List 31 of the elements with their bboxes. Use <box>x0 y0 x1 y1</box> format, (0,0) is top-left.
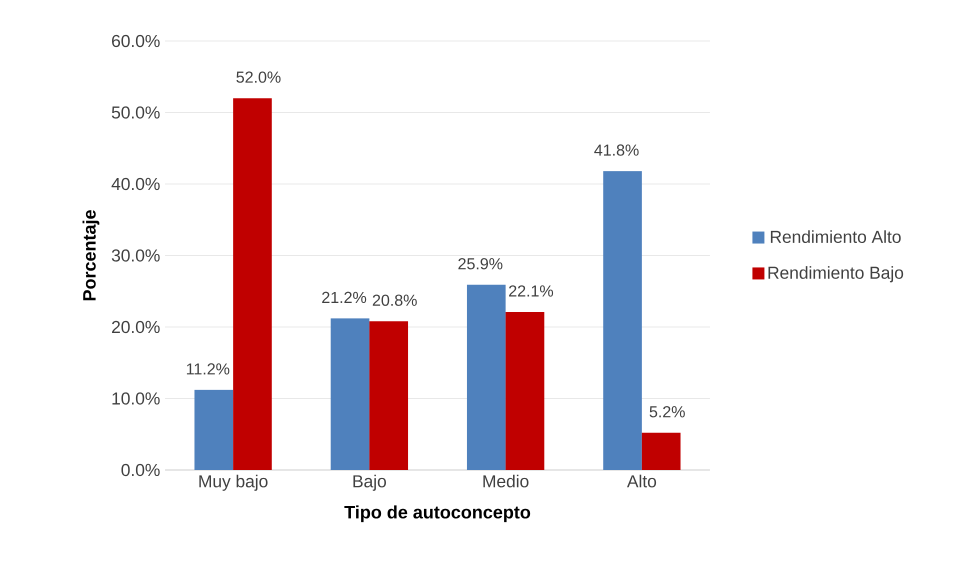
bar <box>369 321 408 470</box>
y-tick-label: 0.0% <box>121 464 160 476</box>
x-axis-title: Tipo de autoconcepto <box>344 505 530 522</box>
legend-label: Rendimiento Bajo <box>768 266 904 282</box>
data-label: 5.2% <box>650 406 685 418</box>
bar <box>330 318 370 470</box>
y-tick-label: 20.0% <box>112 320 160 334</box>
bar <box>603 171 642 470</box>
bar <box>506 312 544 470</box>
data-label: 22.1% <box>509 285 554 297</box>
data-label: 41.8% <box>594 144 639 156</box>
x-tick-label: Muy bajo <box>199 474 268 491</box>
y-tick-label: 30.0% <box>112 249 160 262</box>
data-label: 52.0% <box>236 71 281 83</box>
bar <box>642 432 681 470</box>
data-label: 11.2% <box>186 363 230 375</box>
bar <box>466 284 506 470</box>
legend-label: Rendimiento Alto <box>770 230 901 243</box>
x-tick-label: Alto <box>626 474 656 488</box>
bar <box>233 98 272 470</box>
y-tick-label: 40.0% <box>112 178 160 190</box>
bar <box>194 390 234 470</box>
y-tick-label: 50.0% <box>112 106 160 119</box>
data-label: 25.9% <box>458 258 502 270</box>
y-tick-label: 10.0% <box>112 392 160 405</box>
data-label: 20.8% <box>372 294 417 306</box>
data-label: 21.2% <box>322 292 366 304</box>
y-axis-title: Porcentaje <box>82 210 100 300</box>
x-tick-label: Bajo <box>353 474 386 491</box>
x-tick-label: Medio <box>483 474 528 488</box>
y-tick-label: 60.0% <box>112 34 160 48</box>
